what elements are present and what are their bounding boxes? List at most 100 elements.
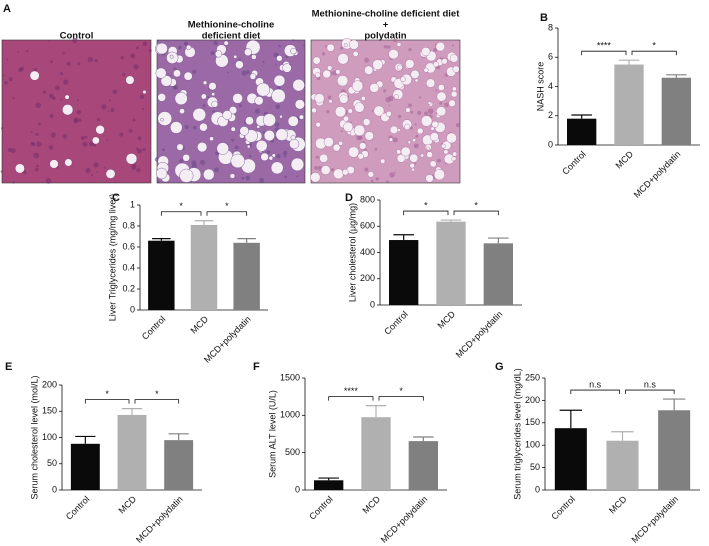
tissue-texture (284, 175, 288, 179)
y-tick-label: 600 (360, 221, 375, 231)
vacuole (244, 48, 252, 57)
tissue-texture (388, 95, 394, 102)
tissue-texture (48, 145, 54, 150)
error-bar (559, 409, 583, 429)
tissue-texture (52, 96, 56, 100)
y-tick-label: 0 (130, 304, 135, 314)
vacuole (200, 93, 207, 100)
tissue-texture (82, 141, 88, 147)
x-tick-label: MCD+polydatin (134, 494, 185, 545)
vacuole (322, 69, 331, 79)
vacuole (425, 174, 434, 183)
vacuole (423, 67, 429, 73)
tissue-texture (414, 123, 417, 126)
tissue-texture (73, 118, 78, 124)
y-tick-label: 0 (548, 139, 553, 149)
tissue-texture (393, 38, 397, 43)
vacuole (429, 160, 437, 168)
tissue-texture (424, 111, 429, 116)
tissue-texture (439, 101, 443, 105)
tissue-texture (364, 167, 369, 172)
bar (566, 118, 597, 145)
bar (361, 417, 391, 490)
y-tick-label: 50 (47, 458, 57, 468)
significance-label: * (225, 201, 229, 211)
vacuole (91, 136, 100, 145)
tissue-texture (54, 85, 60, 91)
error-bar (237, 238, 256, 243)
bar (483, 243, 514, 305)
y-tick-label: 8 (548, 22, 553, 32)
vacuole (333, 168, 344, 180)
tissue-texture (274, 63, 277, 66)
vacuole (290, 47, 297, 55)
tissue-texture (26, 49, 29, 53)
tissue-texture (135, 147, 139, 151)
vacuole (426, 151, 433, 158)
vacuole (407, 140, 412, 144)
tissue-texture (2, 74, 5, 77)
tissue-texture (283, 155, 287, 158)
error-bar (152, 238, 171, 241)
tissue-texture (383, 45, 388, 49)
tissue-texture (192, 69, 197, 74)
image-title: deficient diet (202, 31, 261, 42)
vacuole (49, 159, 59, 169)
tissue-texture (142, 41, 148, 46)
tissue-texture (157, 180, 160, 184)
y-tick-label: 200 (525, 395, 540, 405)
vacuole (64, 94, 70, 100)
tissue-texture (12, 181, 15, 184)
tissue-texture (45, 178, 52, 184)
y-axis-title: Liver Triglycerides (mg/mg liver) (107, 194, 117, 322)
bar (313, 480, 344, 490)
tissue-texture (227, 71, 230, 74)
vacuole (64, 158, 73, 167)
bar (436, 221, 466, 305)
tissue-texture (282, 150, 288, 156)
tissue-texture (136, 167, 141, 173)
tissue-texture (77, 62, 81, 66)
vacuole (352, 51, 359, 57)
vacuole (230, 126, 236, 132)
tissue-texture (35, 102, 42, 109)
vacuole (396, 64, 403, 71)
vacuole (332, 143, 341, 152)
significance-label: * (652, 41, 656, 51)
significance-bracket (134, 399, 180, 404)
vacuole (169, 54, 174, 59)
x-tick-label: Control (560, 149, 588, 177)
bar (233, 242, 260, 310)
bar (164, 440, 194, 490)
tissue-texture (50, 132, 56, 138)
tissue-texture (212, 110, 216, 113)
vacuole (443, 149, 449, 155)
tissue-texture (191, 163, 198, 169)
significance-label: * (179, 201, 183, 211)
vacuole (229, 106, 238, 115)
tissue-texture (139, 94, 145, 99)
panel-letter: E (5, 361, 12, 373)
vacuole (255, 140, 268, 152)
vacuole (230, 153, 245, 169)
tissue-texture (36, 141, 42, 147)
tissue-texture (315, 155, 319, 159)
vacuole (246, 144, 251, 149)
vacuole (436, 91, 447, 102)
vacuole (290, 157, 305, 172)
bar (117, 414, 147, 490)
bar (70, 443, 100, 490)
vacuole (393, 94, 399, 100)
vacuole (279, 114, 283, 119)
tissue-texture (35, 132, 39, 136)
vacuole (125, 75, 135, 85)
vacuole (14, 163, 25, 174)
significance-bracket (570, 389, 620, 395)
y-axis-title: Serum ALT level (U/L) (267, 390, 277, 478)
y-tick-label: 0.2 (122, 283, 135, 293)
vacuole (251, 54, 257, 60)
vacuole (326, 43, 335, 52)
tissue-texture (131, 164, 137, 170)
y-tick-label: 200 (360, 273, 375, 283)
